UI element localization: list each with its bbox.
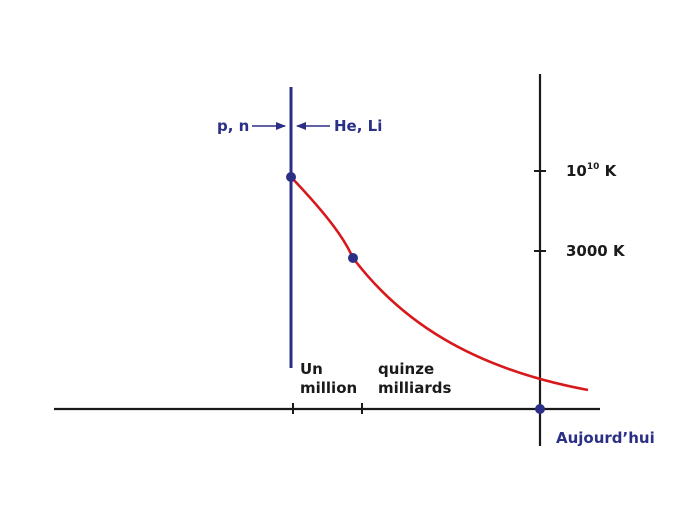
label-tick-1-line2: million	[300, 379, 357, 397]
label-temp-low: 3000 K	[566, 242, 626, 260]
label-tick-1-line1: Un	[300, 360, 323, 378]
label-right-particles: He, Li	[334, 117, 382, 135]
label-temp-high: 1010 K	[566, 162, 618, 180]
point-now	[535, 404, 545, 414]
label-now: Aujourd’hui	[556, 429, 655, 447]
label-left-particles: p, n	[217, 117, 249, 135]
cooling-curve	[290, 176, 589, 392]
label-tick-2-line2: milliards	[378, 379, 451, 397]
point-start	[286, 172, 296, 182]
label-tick-2-line1: quinze	[378, 360, 434, 378]
point-mid	[348, 253, 358, 263]
